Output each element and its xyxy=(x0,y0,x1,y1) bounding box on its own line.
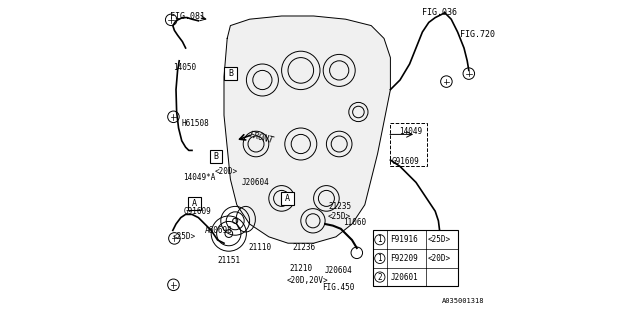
Text: <25D>: <25D> xyxy=(172,232,195,241)
Text: <25D>: <25D> xyxy=(428,235,451,244)
Text: 1: 1 xyxy=(378,235,382,244)
FancyBboxPatch shape xyxy=(224,67,237,80)
Text: 21236: 21236 xyxy=(292,244,316,252)
Text: J20601: J20601 xyxy=(390,273,418,282)
Text: 2: 2 xyxy=(378,273,382,282)
Bar xyxy=(390,123,428,166)
Text: FIG.081: FIG.081 xyxy=(170,12,205,21)
Text: A: A xyxy=(192,199,197,208)
Text: FIG.036: FIG.036 xyxy=(422,8,457,17)
Text: G91609: G91609 xyxy=(184,207,212,216)
Text: 21151: 21151 xyxy=(217,256,240,265)
Text: F92209: F92209 xyxy=(390,254,418,263)
Text: 21210: 21210 xyxy=(290,264,313,273)
Text: <20D>: <20D> xyxy=(428,254,451,263)
Text: FIG.450: FIG.450 xyxy=(323,284,355,292)
Text: FRONT: FRONT xyxy=(248,130,275,145)
Text: A035001318: A035001318 xyxy=(442,298,484,304)
Text: G91609: G91609 xyxy=(392,157,420,166)
Text: J20604: J20604 xyxy=(242,178,269,187)
Text: F91916: F91916 xyxy=(390,235,418,244)
Text: 11060: 11060 xyxy=(343,218,366,227)
Text: 14049*A: 14049*A xyxy=(183,173,216,182)
Bar xyxy=(372,230,458,286)
Text: <20D>: <20D> xyxy=(215,167,238,176)
Text: <20D,20V>: <20D,20V> xyxy=(287,276,328,284)
Text: B: B xyxy=(228,69,233,78)
Text: <25D>: <25D> xyxy=(328,212,351,220)
Text: 21235: 21235 xyxy=(328,202,351,211)
Text: FIG.720: FIG.720 xyxy=(460,30,495,39)
Text: 14049: 14049 xyxy=(399,127,422,136)
Text: 1: 1 xyxy=(378,254,382,263)
Text: B: B xyxy=(214,152,218,161)
Text: A60698: A60698 xyxy=(205,226,232,235)
FancyBboxPatch shape xyxy=(188,197,201,210)
FancyBboxPatch shape xyxy=(281,192,294,205)
Text: A: A xyxy=(285,194,290,203)
Text: J20604: J20604 xyxy=(325,266,353,275)
FancyBboxPatch shape xyxy=(210,150,223,163)
Polygon shape xyxy=(224,16,390,243)
Text: 21110: 21110 xyxy=(248,244,271,252)
Text: 14050: 14050 xyxy=(173,63,196,72)
Text: H61508: H61508 xyxy=(182,119,209,128)
